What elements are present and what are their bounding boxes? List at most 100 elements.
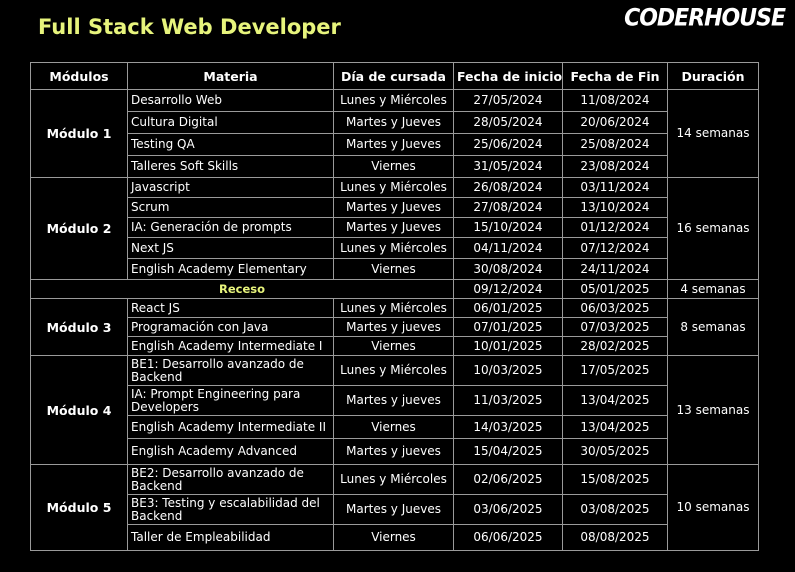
page-title: Full Stack Web Developer [38,15,341,39]
modulo-name: Módulo 2 [30,177,128,280]
dia-cursada: Viernes [333,336,454,356]
dia-cursada: Martes y Jueves [333,494,454,525]
materia: English Academy Intermediate II [127,415,334,439]
modulo-name: Módulo 5 [30,464,128,551]
table-row: Módulo 4 BE1: Desarrollo avanzado de Back… [30,355,759,465]
fecha-fin: 23/08/2024 [562,155,668,178]
fecha-fin: 03/11/2024 [562,177,668,198]
table-row: Programación con Java Martes y jueves 07/0… [31,317,759,337]
table-row: Next JS Lunes y Miércoles 04/11/2024 07/12/… [31,237,759,259]
materia: English Academy Elementary [127,258,334,280]
duracion: 4 semanas [667,279,759,299]
dia-cursada: Martes y Jueves [333,217,454,238]
fecha-fin: 13/04/2025 [562,415,668,439]
materia: English Academy Advanced [127,438,334,465]
fecha-inicio: 02/06/2025 [453,464,563,495]
fecha-fin: 07/12/2024 [562,237,668,259]
header-modulos: Módulos [30,62,128,90]
materia: BE2: Desarrollo avanzado de Backend [127,464,334,495]
fecha-fin: 25/08/2024 [562,133,668,156]
dia-cursada: Martes y Jueves [333,197,454,218]
fecha-fin: 07/03/2025 [562,317,668,337]
fecha-inicio: 27/05/2024 [453,89,563,112]
receso-label: Receso [30,279,454,299]
fecha-fin: 11/08/2024 [562,89,668,112]
dia-cursada: Lunes y Miércoles [333,237,454,259]
fecha-fin: 30/05/2025 [562,438,668,465]
fecha-fin: 06/03/2025 [562,298,668,318]
fecha-inicio: 28/05/2024 [453,111,563,134]
fecha-fin: 13/04/2025 [562,385,668,416]
fecha-inicio: 04/11/2024 [453,237,563,259]
dia-cursada: Viernes [333,415,454,439]
header-inicio: Fecha de inicio [453,62,563,90]
fecha-inicio: 03/06/2025 [453,494,563,525]
fecha-fin: 17/05/2025 [562,355,668,386]
fecha-inicio: 30/08/2024 [453,258,563,280]
materia: Next JS [127,237,334,259]
fecha-inicio: 07/01/2025 [453,317,563,337]
materia: IA: Prompt Engineering para Developers [127,385,334,416]
table-row: Módulo 5 BE2: Desarrollo avanzado de Back… [30,464,759,551]
dia-cursada: Viernes [333,258,454,280]
fecha-fin: 13/10/2024 [562,197,668,218]
dia-cursada: Viernes [333,155,454,178]
table-row: Taller de Empleabilidad Viernes 06/06/2025… [31,524,759,551]
duracion: 10 semanas [667,464,759,551]
fecha-inicio: 06/01/2025 [453,298,563,318]
materia: Javascript [127,177,334,198]
materia: English Academy Intermediate I [127,336,334,356]
dia-cursada: Lunes y Miércoles [333,89,454,112]
table-row: Cultura Digital Martes y Jueves 28/05/2024… [31,111,759,134]
fecha-fin: 20/06/2024 [562,111,668,134]
dia-cursada: Martes y jueves [333,385,454,416]
materia: Programación con Java [127,317,334,337]
fecha-inicio: 14/03/2025 [453,415,563,439]
fecha-inicio: 15/04/2025 [453,438,563,465]
modulo-name: Módulo 1 [30,89,128,178]
header-duracion: Duración [667,62,759,90]
duracion: 16 semanas [667,177,759,280]
dia-cursada: Martes y jueves [333,438,454,465]
fecha-inicio: 26/08/2024 [453,177,563,198]
materia: Talleres Soft Skills [127,155,334,178]
table-row: Scrum Martes y Jueves 27/08/2024 13/10/2024 [31,197,759,218]
table-row: Módulo 3 React JS Lunes y Miércoles 06/01/2… [30,298,759,356]
dia-cursada: Lunes y Miércoles [333,177,454,198]
header-dia: Día de cursada [333,62,454,90]
dia-cursada: Lunes y Miércoles [333,464,454,495]
materia: BE3: Testing y escalabilidad del Backend [127,494,334,525]
fecha-inicio: 10/01/2025 [453,336,563,356]
table-row: Testing QA Martes y Jueves 25/06/2024 25/08… [31,133,759,156]
materia: Testing QA [127,133,334,156]
duracion: 13 semanas [667,355,759,465]
dia-cursada: Lunes y Miércoles [333,355,454,386]
fecha-fin: 01/12/2024 [562,217,668,238]
table-row: English Academy Advanced Martes y jueves 1… [31,438,759,465]
table-row: IA: Prompt Engineering para Developers Ma… [31,385,759,416]
fecha-fin: 24/11/2024 [562,258,668,280]
fecha-inicio: 06/06/2025 [453,524,563,551]
duracion: 14 semanas [667,89,759,178]
fecha-inicio: 25/06/2024 [453,133,563,156]
table-row-receso: Receso 09/12/2024 05/01/2025 4 semanas [30,279,759,299]
header-row: Módulos Materia Día de cursada Fecha de … [30,62,759,90]
table-row: Talleres Soft Skills Viernes 31/05/2024 23/… [31,155,759,178]
fecha-inicio: 10/03/2025 [453,355,563,386]
fecha-inicio: 31/05/2024 [453,155,563,178]
modulo-name: Módulo 3 [30,298,128,356]
fecha-fin: 03/08/2025 [562,494,668,525]
duracion: 8 semanas [667,298,759,356]
fecha-inicio: 11/03/2025 [453,385,563,416]
materia: Scrum [127,197,334,218]
table-row: English Academy Elementary Viernes 30/08/2… [31,258,759,280]
materia: React JS [127,298,334,318]
schedule-table: Módulos Materia Día de cursada Fecha de … [30,62,759,551]
fecha-fin: 28/02/2025 [562,336,668,356]
materia: BE1: Desarrollo avanzado de Backend [127,355,334,386]
coderhouse-logo: CODERHOUSE [624,4,786,33]
header-fin: Fecha de Fin [562,62,668,90]
dia-cursada: Martes y jueves [333,317,454,337]
dia-cursada: Martes y Jueves [333,111,454,134]
dia-cursada: Martes y Jueves [333,133,454,156]
